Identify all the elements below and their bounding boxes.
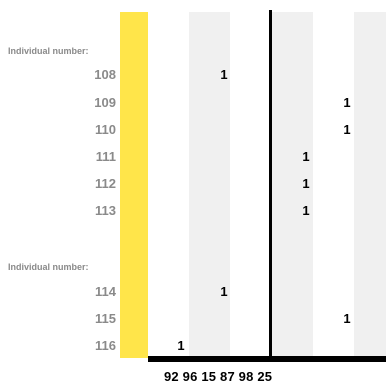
shaded-column [354,12,386,358]
cell-mark: 1 [177,338,185,353]
cell-mark: 1 [302,176,310,191]
center-divider [269,10,272,358]
row-label: 111 [95,149,116,164]
cell-mark: 1 [220,284,228,299]
row-label: 114 [95,284,116,299]
row-label: 116 [95,338,116,353]
shaded-column [272,12,313,358]
row-label: 112 [95,176,116,191]
baseline-bar [148,356,386,362]
row-label: 113 [95,203,116,218]
shaded-column [189,12,230,358]
cell-mark: 1 [220,67,228,82]
x-axis-labels: 92 96 15 87 98 25 [164,369,273,384]
row-label: 110 [95,122,116,137]
group-label: Individual number: [8,262,89,272]
cell-mark: 1 [302,203,310,218]
group-label: Individual number: [8,46,89,56]
row-label: 109 [94,95,116,110]
highlight-column [120,12,148,358]
cell-mark: 1 [343,95,351,110]
row-label: 115 [95,311,116,326]
cell-mark: 1 [343,311,351,326]
cell-mark: 1 [302,149,310,164]
row-label: 108 [94,67,116,82]
cell-mark: 1 [343,122,351,137]
